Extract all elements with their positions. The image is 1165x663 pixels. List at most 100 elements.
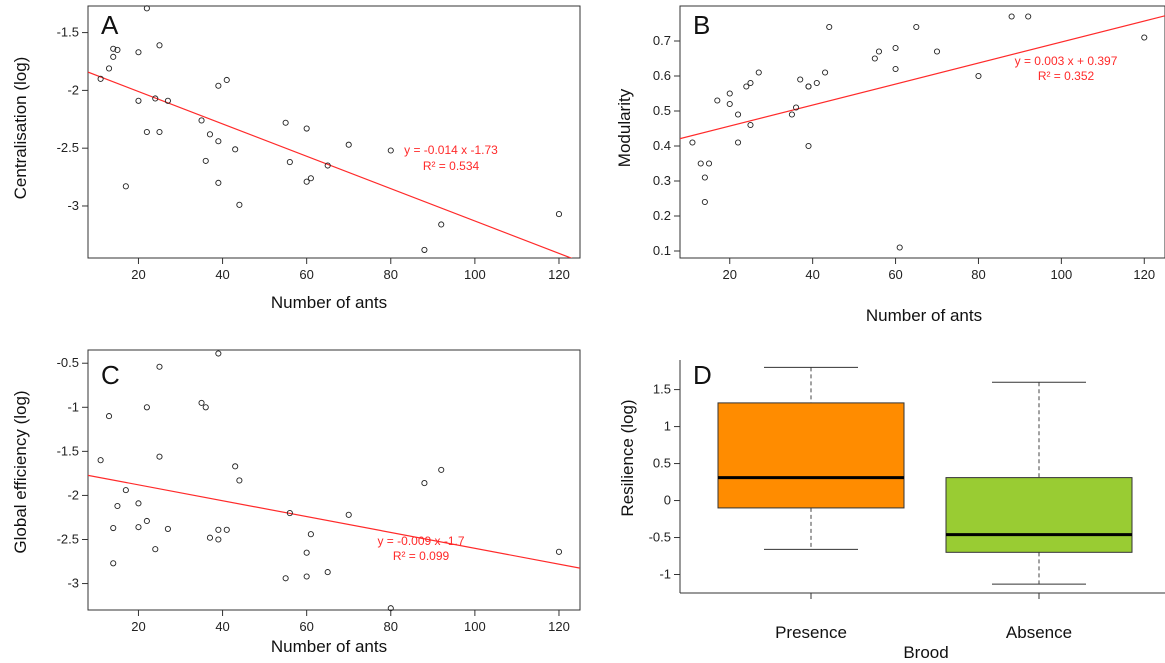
data-point: [143, 404, 150, 411]
data-point: [135, 524, 142, 531]
data-point: [303, 573, 310, 580]
data-point: [282, 119, 289, 126]
y-axis-title: Resilience (log): [618, 399, 637, 516]
data-point: [105, 65, 113, 72]
data-point: [156, 453, 163, 460]
data-point: [152, 95, 159, 102]
data-point: [705, 160, 713, 167]
y-tick-label: 1.5: [653, 382, 671, 397]
panel-c: Number of ants Global efficiency (log) 2…: [11, 349, 581, 656]
data-point: [223, 526, 230, 533]
y-tick-label: -2.5: [57, 140, 79, 155]
x-tick-label: 60: [888, 267, 902, 282]
data-point: [286, 510, 293, 517]
data-point: [689, 139, 696, 146]
panel-letter-a: A: [101, 10, 119, 40]
data-point: [202, 157, 209, 164]
y-tick-label: -0.5: [649, 530, 671, 545]
data-point: [896, 244, 903, 251]
y-tick-label: -3: [67, 198, 79, 213]
data-point: [933, 48, 941, 55]
data-point: [110, 524, 117, 532]
data-point: [345, 141, 352, 148]
data-point: [747, 121, 754, 129]
data-point: [726, 90, 733, 97]
x-tick-label: 100: [464, 619, 486, 634]
x-tick-label: 40: [215, 267, 229, 282]
y-tick-label: 0.1: [653, 243, 671, 258]
x-tick-label: 40: [215, 619, 229, 634]
data-point: [797, 76, 804, 83]
x-tick-label: 20: [131, 619, 145, 634]
fit-equation: y = 0.003 x + 0.397: [1015, 54, 1118, 68]
data-point: [164, 525, 171, 532]
data-point: [438, 466, 445, 473]
regression-line: [680, 15, 1165, 140]
data-point: [805, 83, 812, 90]
data-point: [826, 23, 833, 31]
data-point: [734, 111, 742, 118]
data-point: [236, 201, 243, 208]
data-point: [822, 69, 829, 76]
y-tick-label: -1: [659, 567, 671, 582]
x-tick-label: 100: [1051, 267, 1073, 282]
data-point: [1008, 13, 1015, 20]
panel-d: Brood Resilience (log) -1 -0.5 0 0.5 1 1.5 Pre…: [618, 360, 1165, 662]
data-point: [813, 79, 820, 87]
x-tick-label: 120: [1133, 267, 1155, 282]
data-point: [1025, 13, 1032, 20]
y-tick-label: -0.5: [57, 355, 79, 370]
data-point: [97, 75, 104, 82]
data-point: [793, 104, 800, 111]
data-point: [701, 198, 708, 206]
data-point: [875, 48, 883, 55]
y-tick-label: 1: [664, 419, 671, 434]
data-point: [206, 131, 213, 138]
panel-b: Number of ants Modularity 20 40 60 80 100 120…: [615, 5, 1165, 325]
data-point: [324, 569, 331, 576]
data-point: [114, 46, 121, 53]
x-axis-title: Number of ants: [271, 293, 387, 312]
data-point: [913, 23, 920, 31]
data-point: [110, 45, 117, 52]
category-label: Absence: [1006, 623, 1072, 642]
data-point: [122, 487, 129, 494]
data-point: [143, 517, 150, 525]
panel-a: Number of ants Centralisation (log) 20 40…: [11, 5, 581, 312]
data-point: [232, 463, 239, 470]
data-point: [1141, 34, 1148, 41]
x-tick-label: 120: [548, 267, 570, 282]
x-tick-label: 80: [384, 619, 398, 634]
y-axis-title: Global efficiency (log): [11, 390, 30, 553]
x-tick-label: 60: [299, 619, 313, 634]
data-point: [215, 179, 222, 186]
data-point: [135, 49, 142, 56]
data-point: [438, 221, 445, 228]
data-point: [215, 350, 222, 357]
data-point: [975, 72, 982, 80]
y-tick-label: 0.4: [653, 138, 671, 153]
y-tick-label: 0: [664, 493, 671, 508]
data-point: [307, 175, 314, 182]
data-point: [215, 536, 222, 543]
box-absence: [945, 477, 1133, 553]
data-point: [788, 111, 795, 118]
data-point: [892, 44, 899, 52]
box-presence: [717, 402, 905, 509]
data-point: [215, 138, 222, 145]
y-tick-label: 0.2: [653, 208, 671, 223]
data-point: [871, 55, 878, 62]
data-point: [97, 457, 104, 464]
fit-r-squared: R² = 0.099: [393, 549, 450, 563]
data-point: [747, 79, 754, 87]
data-point: [110, 53, 117, 60]
data-point: [105, 413, 113, 420]
data-point: [555, 548, 563, 555]
data-point: [206, 534, 213, 541]
data-point: [202, 404, 209, 411]
data-point: [726, 100, 733, 108]
data-point: [387, 147, 394, 154]
y-tick-label: -2: [67, 82, 79, 97]
y-tick-label: -3: [67, 576, 79, 591]
data-point: [805, 142, 812, 150]
